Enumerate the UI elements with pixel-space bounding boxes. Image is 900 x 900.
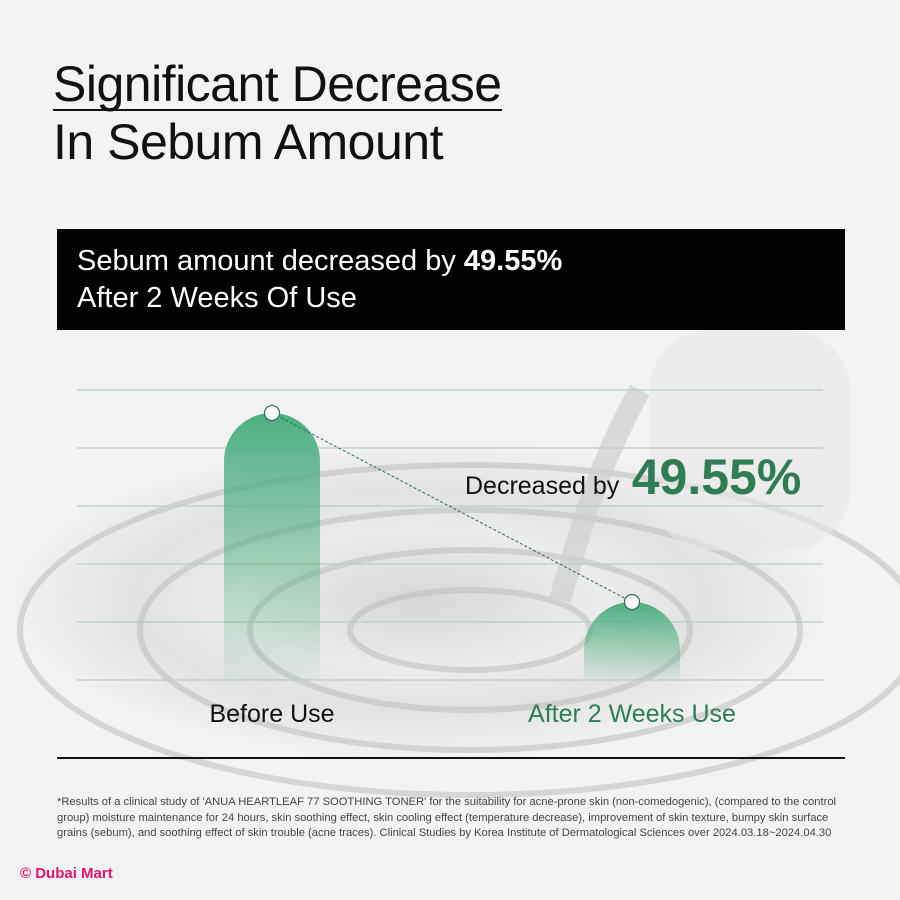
decrease-annotation: Decreased by 49.55%: [465, 449, 801, 505]
trend-line: [271, 412, 633, 603]
summary-banner: Sebum amount decreased by 49.55% After 2…: [57, 229, 845, 330]
title-line-2: In Sebum Amount: [53, 114, 443, 170]
category-label: After 2 Weeks Use: [528, 700, 736, 728]
bar-after: [584, 601, 680, 680]
sebum-bar-chart: Before Use After 2 Weeks Use Decreased by…: [77, 389, 823, 728]
title-line-1: Significant Decrease: [53, 56, 502, 112]
banner-highlight: 49.55%: [463, 245, 563, 277]
bar-before: [224, 413, 320, 680]
annotation-value: 49.55%: [632, 449, 802, 505]
water-ripple-background: [17, 330, 900, 798]
banner-line-2: After 2 Weeks Of Use: [77, 282, 357, 314]
category-label: Before Use: [209, 700, 334, 728]
watermark: © Dubai Mart: [20, 865, 113, 882]
footnote: *Results of a clinical study of 'ANUA HE…: [57, 796, 837, 839]
page-title: Significant Decrease In Sebum Amount: [53, 55, 502, 171]
annotation-prefix: Decreased by: [465, 472, 620, 500]
data-point: [263, 404, 281, 422]
banner-text: Sebum amount decreased by: [77, 245, 464, 277]
divider: [57, 757, 845, 759]
data-point: [623, 593, 641, 611]
